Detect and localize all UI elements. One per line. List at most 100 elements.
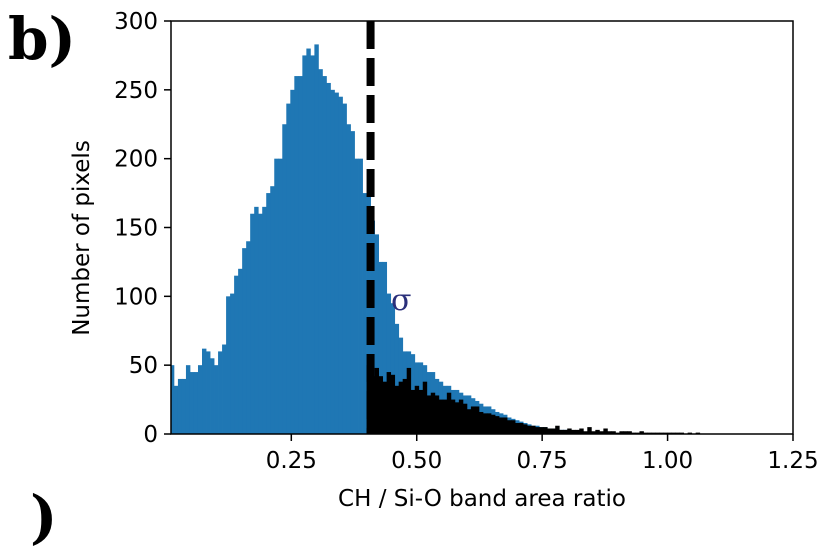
histogram-bar [290, 89, 295, 434]
sigma-annotation: σ [391, 283, 411, 318]
histogram-bar-above-threshold [587, 427, 592, 434]
histogram-bar [302, 55, 307, 435]
histogram-bar [226, 296, 231, 434]
histogram-bar [262, 206, 267, 434]
histogram-bar-above-threshold [442, 399, 448, 434]
histogram-bar [310, 55, 315, 435]
histogram-bar [202, 348, 207, 434]
histogram-bar-above-threshold [386, 372, 392, 434]
histogram-bar-above-threshold [402, 378, 408, 434]
histogram-bar [238, 268, 243, 434]
y-tick-label: 200 [114, 147, 158, 173]
x-axis-label: CH / Si-O band area ratio [338, 486, 626, 512]
histogram-bar-above-threshold [398, 381, 404, 434]
histogram-bar-above-threshold [523, 424, 528, 434]
histogram-bar-above-threshold [382, 381, 388, 434]
histogram-bar [366, 193, 371, 434]
histogram-bar [354, 158, 359, 434]
histogram-bar-above-threshold [434, 395, 440, 434]
histogram-bar-above-threshold [563, 429, 568, 434]
x-tick-label: 1.25 [767, 448, 818, 474]
y-tick-label: 0 [143, 422, 158, 448]
histogram-bar-above-threshold [607, 431, 612, 434]
histogram-bar-above-threshold [374, 367, 380, 434]
histogram-bar [318, 69, 323, 434]
histogram-bar [306, 48, 311, 435]
histogram-bar [358, 158, 363, 434]
histogram-bar-above-threshold [422, 381, 428, 434]
histogram-bar-above-threshold [486, 413, 492, 434]
histogram-bar-above-threshold [414, 385, 420, 434]
histogram-bar [189, 372, 195, 434]
histogram-bar-above-threshold [591, 431, 596, 434]
histogram-bar [181, 378, 187, 434]
histogram-bar [210, 358, 215, 434]
histogram-bar-above-threshold [462, 403, 468, 434]
histogram-bar-above-threshold [531, 425, 536, 434]
histogram-bar-above-threshold [515, 422, 520, 434]
histogram-bar [214, 365, 219, 434]
histogram-bar [294, 76, 299, 435]
histogram-bar [342, 103, 347, 434]
histogram-bar [362, 193, 367, 434]
histogram-bar [185, 365, 191, 434]
histogram-bar [218, 351, 223, 434]
y-axis-ticks: 0 50 100 150 200 250 300 [114, 9, 171, 448]
histogram-bar-above-threshold [474, 406, 480, 434]
histogram-bar-above-threshold [499, 417, 504, 434]
histogram-bar [254, 206, 259, 434]
histogram-bar-above-threshold [559, 429, 564, 434]
histogram-bar [197, 365, 203, 434]
histogram-bar-above-threshold [410, 389, 416, 434]
x-tick-label: 1.00 [642, 448, 693, 474]
histogram-bar-above-threshold [511, 420, 516, 434]
histogram-bar [222, 344, 227, 434]
y-tick-label: 150 [114, 216, 158, 242]
histogram-bar-above-threshold [623, 431, 628, 434]
histogram-bar [242, 248, 247, 434]
histogram-bar [346, 124, 351, 434]
histogram-bar-above-threshold [603, 428, 608, 434]
histogram-bar [394, 323, 400, 434]
histogram-bar-above-threshold [555, 425, 560, 434]
histogram-bar [298, 76, 303, 435]
histogram-bar [177, 378, 183, 434]
histogram-bar [386, 293, 392, 434]
histogram-bar [278, 158, 283, 434]
histogram-bar-above-threshold [378, 376, 384, 434]
y-axis-label: Number of pixels [69, 140, 95, 336]
histogram-bar [270, 186, 275, 434]
histogram-bar-above-threshold [579, 428, 584, 434]
histogram-bar-above-threshold [583, 431, 588, 434]
histogram-bar [246, 241, 251, 434]
histogram-bar-above-threshold [482, 413, 488, 434]
histogram-bar-above-threshold [394, 385, 400, 434]
histogram-bar-above-threshold [446, 392, 452, 434]
histogram-bar-above-threshold [458, 399, 464, 434]
histogram-bar-above-threshold [543, 427, 548, 434]
histogram-bar-above-threshold [494, 416, 500, 434]
histogram-bar-above-threshold [450, 399, 456, 434]
histogram-bar [322, 76, 327, 435]
histogram-bar [234, 275, 239, 434]
histogram-bar [378, 261, 384, 434]
y-tick-label: 100 [114, 284, 158, 310]
histogram-bar-above-threshold [466, 409, 472, 434]
histogram-bar [282, 124, 287, 434]
histogram-bar [382, 261, 388, 434]
histogram-bar-above-threshold [547, 428, 552, 434]
histogram-bar [350, 131, 355, 434]
histogram-bar-above-threshold [490, 414, 496, 434]
histogram-bar-above-threshold [430, 392, 436, 434]
histogram-bar-above-threshold [418, 389, 424, 434]
histogram-bar-above-threshold [426, 395, 432, 434]
x-tick-label: 0.75 [517, 448, 568, 474]
histogram-bar-above-threshold [599, 431, 604, 434]
histogram-bar [334, 92, 339, 434]
histogram-bar [286, 103, 291, 434]
histogram-bar-above-threshold [619, 431, 624, 434]
histogram-chart: σ 0.25 0.50 0.75 1.00 1.25 0 50 100 150 200 250 30… [69, 9, 819, 512]
histogram-bar [230, 293, 235, 434]
histogram-bar-above-threshold [627, 431, 632, 434]
histogram-bar [266, 193, 271, 434]
